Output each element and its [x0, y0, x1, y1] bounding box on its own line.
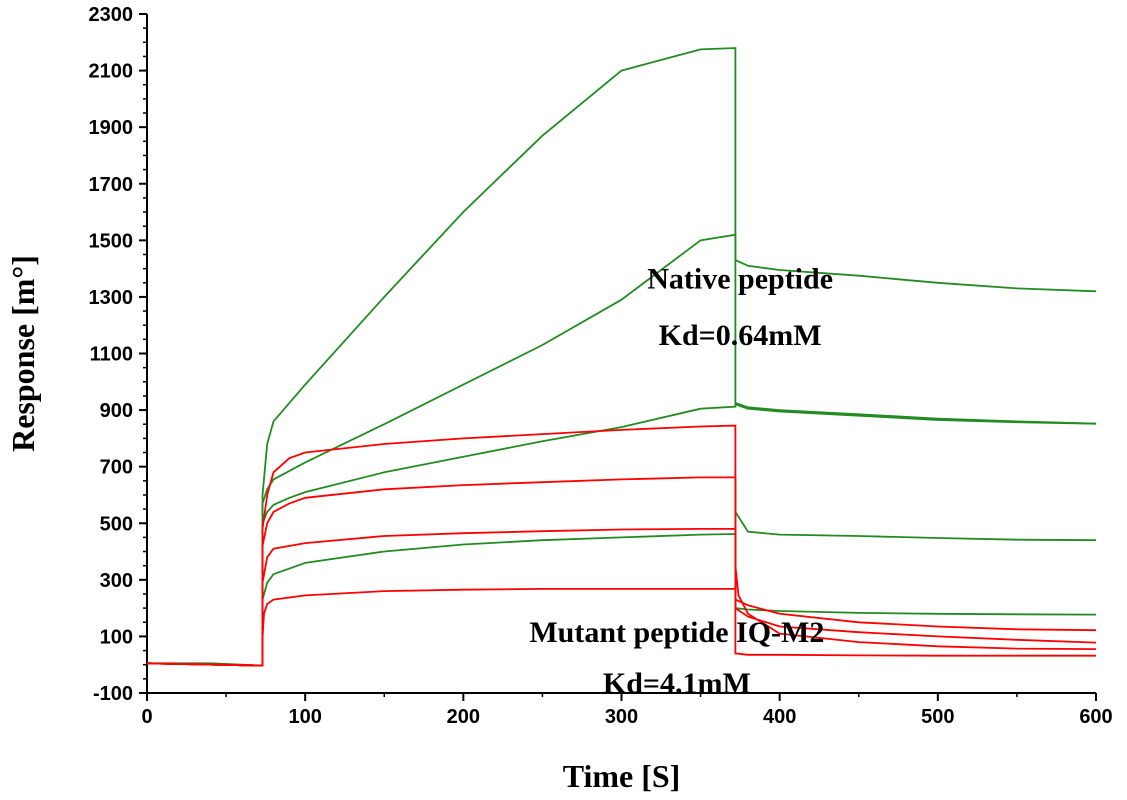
series-line-native: [146, 233, 1097, 667]
x-ticks: 0 100 200 300 400 500 600: [141, 693, 1113, 728]
series-line-native: [734, 511, 1097, 542]
y-tick-label: 1700: [89, 174, 134, 196]
y-ticks: -100 100 300 500 700 900 1100 1300 1500 1700 1900 2…: [89, 4, 147, 705]
y-tick-label: 700: [100, 457, 133, 479]
x-tick-label: 500: [921, 706, 954, 728]
y-tick-label: 1300: [89, 287, 134, 309]
x-tick-label: 200: [447, 706, 480, 728]
series-line-native: [146, 47, 1097, 667]
y-tick-label: 300: [100, 570, 133, 592]
x-tick-label: 0: [141, 706, 152, 728]
axes: 0 100 200 300 400 500 600 -100 100 300 500 700 900 1…: [89, 4, 1113, 728]
annotation-mutant: Kd=4.1mM: [603, 667, 751, 700]
annotations: Native peptide Kd=0.64mM Mutant peptide IQ…: [529, 262, 833, 700]
y-tick-label: 1500: [89, 230, 134, 252]
x-tick-label: 600: [1079, 706, 1112, 728]
y-tick-label: 100: [100, 626, 133, 648]
annotation-native: Kd=0.64mM: [659, 319, 822, 352]
series-line-mutant: [146, 476, 1097, 667]
series-line-native: [146, 401, 1097, 667]
series-line-mutant: [146, 424, 1097, 667]
x-tick-label: 300: [605, 706, 638, 728]
y-tick-label: 500: [100, 513, 133, 535]
y-tick-label: 2100: [89, 61, 134, 83]
series-line-mutant: [146, 528, 1097, 667]
x-tick-label: 400: [763, 706, 796, 728]
y-tick-label: -100: [93, 683, 133, 705]
series-layer: [146, 47, 1097, 667]
y-tick-label: 1900: [89, 117, 134, 139]
y-tick-label: 2300: [89, 4, 134, 26]
x-tick-label: 100: [288, 706, 321, 728]
y-tick-label: 900: [100, 400, 133, 422]
y-tick-label: 1100: [90, 344, 133, 366]
y-axis-title: Response [m°]: [5, 255, 41, 452]
x-axis-title: Time [S]: [563, 758, 681, 794]
series-line-mutant: [146, 588, 1096, 667]
annotation-native: Native peptide: [647, 262, 833, 295]
annotation-mutant: Mutant peptide IQ-M2: [529, 616, 824, 649]
